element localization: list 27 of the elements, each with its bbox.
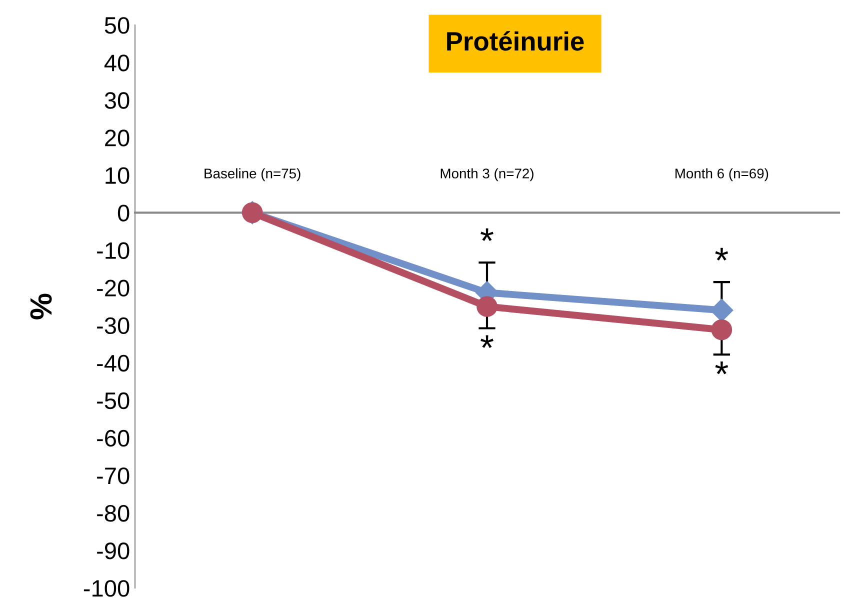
x-tick-label: Baseline (n=75) bbox=[204, 168, 300, 182]
y-tick-label: -30 bbox=[97, 317, 130, 334]
x-tick-label: Month 6 (n=69) bbox=[676, 168, 768, 182]
y-tick-label: -50 bbox=[97, 392, 130, 410]
annotation: * bbox=[715, 362, 728, 374]
y-tick-label: 50 bbox=[104, 17, 130, 34]
annotation: * bbox=[480, 228, 494, 241]
y-tick-label: 20 bbox=[105, 130, 130, 146]
y-tick-label: -100 bbox=[84, 580, 130, 597]
y-tick-label: 0 bbox=[118, 204, 130, 222]
chart-title: Protéinurie bbox=[447, 31, 584, 51]
y-axis-title: % bbox=[30, 294, 52, 320]
y-tick-label: -60 bbox=[97, 430, 130, 447]
y-tick-label: -40 bbox=[97, 354, 130, 372]
point bbox=[476, 296, 498, 317]
annotation: * bbox=[480, 335, 494, 348]
x-tick-label: Month 3 (n=72) bbox=[440, 168, 534, 182]
y-tick-label: 10 bbox=[106, 167, 130, 184]
y-tick-label: -80 bbox=[97, 505, 130, 522]
y-tick-label: -90 bbox=[97, 542, 130, 560]
y-tick-label: 40 bbox=[104, 54, 130, 72]
y-tick-label: 30 bbox=[104, 92, 130, 109]
y-tick-label: -70 bbox=[97, 467, 130, 484]
annotation: * bbox=[715, 248, 728, 261]
y-tick-label: -20 bbox=[97, 280, 130, 297]
point bbox=[711, 319, 732, 340]
y-tick-label: -10 bbox=[97, 242, 130, 259]
